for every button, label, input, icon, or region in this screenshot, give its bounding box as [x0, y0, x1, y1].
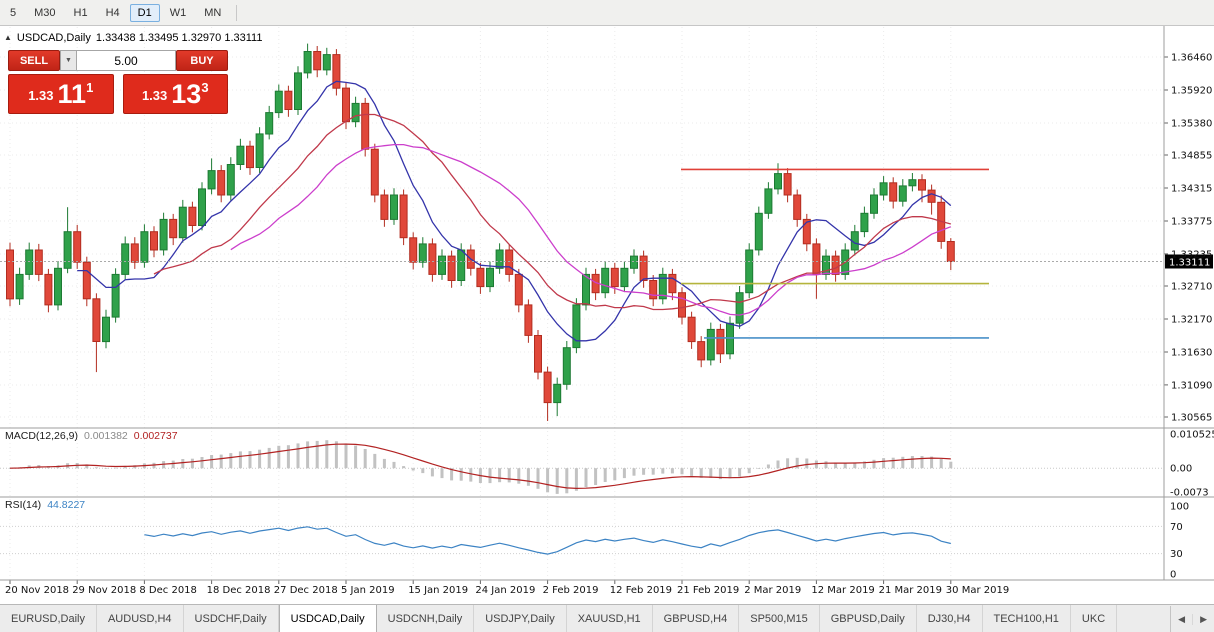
price-axis-label: 1.36460 [1171, 53, 1212, 64]
rsi-value: 44.8227 [47, 499, 86, 511]
sell-quote[interactable]: 1.33 11 1 [8, 74, 114, 114]
chevron-down-icon: ▼ [65, 57, 72, 64]
chart-tab-sp500-m15[interactable]: SP500,M15 [739, 605, 820, 632]
date-axis-label: 27 Dec 2018 [274, 585, 338, 596]
chart-tab-ukc[interactable]: UKC [1071, 605, 1118, 632]
date-axis-label: 29 Nov 2018 [72, 585, 136, 596]
timeframe-button-m30[interactable]: M30 [34, 6, 56, 19]
sell-button[interactable]: SELL [8, 50, 60, 71]
current-price-layer: 1.33111 [0, 254, 1213, 269]
price-axis-label: 1.30565 [1171, 413, 1212, 424]
date-axis-label: 2 Mar 2019 [744, 585, 801, 596]
buy-button[interactable]: BUY [176, 50, 228, 71]
timeframe-button-d1[interactable]: D1 [129, 3, 160, 22]
current-price-badge: 1.33111 [1169, 258, 1210, 269]
rsi-layer: 100 70 30 0 [0, 502, 1189, 581]
chart-tab-gbpusd-daily[interactable]: GBPUSD,Daily [820, 605, 917, 632]
date-axis-label: 12 Feb 2019 [610, 585, 672, 596]
oct-toggle-icon[interactable]: ▲ [4, 33, 12, 42]
rsi-name: RSI(14) [5, 499, 42, 511]
buy-quote-prefix: 1.33 [141, 88, 168, 103]
candles-layer [6, 43, 955, 421]
ohlc-values: 1.33438 1.33495 1.32970 1.33111 [95, 32, 263, 44]
date-axis: 20 Nov 2018 29 Nov 2018 8 Dec 2018 18 Dec 2… [5, 580, 1009, 596]
timeframe-button-h1[interactable]: H1 [73, 6, 88, 19]
date-axis-label: 24 Jan 2019 [475, 585, 535, 596]
chart-tab-usdchf-daily[interactable]: USDCHF,Daily [184, 605, 279, 632]
macd-name: MACD(12,26,9) [5, 430, 78, 442]
ma-slow-line [230, 143, 952, 316]
volume-dropdown-button[interactable]: ▼ [60, 50, 76, 71]
rsi-label: RSI(14) 44.8227 [5, 499, 85, 511]
chart-tab-eurusd-daily[interactable]: EURUSD,Daily [0, 605, 97, 632]
rsi-axis-label: 70 [1170, 522, 1183, 533]
price-axis: 1.36460 1.35920 1.35380 1.34855 1.34315 1.337… [1164, 53, 1212, 424]
timeframe-button-w1[interactable]: W1 [169, 6, 187, 19]
date-axis-label: 21 Mar 2019 [879, 585, 942, 596]
price-axis-label: 1.34315 [1171, 184, 1212, 195]
chart-tab-usdcad-daily[interactable]: USDCAD,Daily [278, 605, 377, 632]
ma-mid-line [153, 113, 951, 311]
date-axis-label: 15 Jan 2019 [408, 585, 468, 596]
ma-fast-line [77, 80, 952, 342]
price-axis-label: 1.31630 [1171, 348, 1212, 359]
tab-scroll-left-button[interactable]: ◀ [1178, 613, 1186, 624]
macd-main-value: 0.001382 [83, 430, 128, 442]
rsi-axis-label: 100 [1170, 502, 1189, 513]
macd-layer: 0.010525 0.00 -0.0073 [0, 430, 1214, 499]
chart-tab-usdjpy-daily[interactable]: USDJPY,Daily [474, 605, 567, 632]
rsi-axis-label: 30 [1170, 549, 1183, 560]
price-axis-label: 1.32170 [1171, 315, 1212, 326]
price-axis-label: 1.32710 [1171, 282, 1212, 293]
volume-input[interactable] [76, 50, 176, 71]
chart-symbol-label: ▲ USDCAD,Daily 1.33438 1.33495 1.32970 1… [4, 32, 262, 44]
sell-quote-pipette: 1 [86, 80, 94, 95]
chart-tab-xauusd-h1[interactable]: XAUUSD,H1 [567, 605, 653, 632]
tabs-container: EURUSD,Daily AUDUSD,H4 USDCHF,Daily USDCAD,… [0, 605, 1118, 632]
date-axis-label: 30 Mar 2019 [946, 585, 1009, 596]
date-axis-label: 21 Feb 2019 [677, 585, 739, 596]
toolbar-divider [236, 4, 238, 21]
chart-tab-usdcnh-daily[interactable]: USDCNH,Daily [377, 605, 475, 632]
chart-tab-dj30-h4[interactable]: DJ30,H4 [917, 605, 983, 632]
timeframe-toolbar: 5 M30 H1 H4 D1 W1 MN [0, 0, 1214, 26]
chart-tab-audusd-h4[interactable]: AUDUSD,H4 [97, 605, 184, 632]
price-axis-label: 1.35380 [1171, 119, 1212, 130]
rsi-axis-label: 0 [1170, 570, 1176, 581]
date-axis-label: 5 Jan 2019 [341, 585, 395, 596]
price-axis-label: 1.33775 [1171, 217, 1212, 228]
date-axis-label: 20 Nov 2018 [5, 585, 69, 596]
timeframe-button-h4[interactable]: H4 [105, 6, 120, 19]
buy-quote[interactable]: 1.33 13 3 [122, 74, 228, 114]
price-axis-label: 1.31090 [1171, 380, 1212, 391]
pane-separators [0, 26, 1214, 581]
macd-axis-label: 0.010525 [1170, 430, 1214, 441]
symbol-period-label: USDCAD,Daily [16, 32, 91, 44]
chart-tab-gbpusd-h4[interactable]: GBPUSD,H4 [653, 605, 740, 632]
timeframe-button-mn[interactable]: MN [204, 6, 222, 19]
macd-axis-label: 0.00 [1170, 464, 1192, 475]
chart-tabbar: EURUSD,Daily AUDUSD,H4 USDCHF,Daily USDCAD,… [0, 604, 1214, 632]
hline-objects-layer [681, 168, 989, 339]
sell-quote-prefix: 1.33 [28, 88, 54, 103]
tab-scroll-right-button[interactable]: ▶ [1192, 613, 1214, 625]
buy-quote-pips: 13 [171, 79, 202, 109]
macd-label: MACD(12,26,9) 0.001382 0.002737 [5, 430, 178, 442]
buy-quote-pipette: 3 [201, 80, 209, 95]
sell-quote-pips: 11 [57, 79, 87, 109]
price-axis-label: 1.34855 [1171, 151, 1212, 162]
macd-axis-label: -0.0073 [1170, 488, 1209, 499]
price-axis-label: 1.33235 [1171, 249, 1212, 260]
macd-signal-value: 0.002737 [133, 430, 178, 442]
date-axis-label: 12 Mar 2019 [811, 585, 874, 596]
price-axis-label: 1.35920 [1171, 86, 1212, 97]
chart-tab-tech100-h1[interactable]: TECH100,H1 [983, 605, 1071, 632]
date-axis-label: 18 Dec 2018 [207, 585, 271, 596]
timeframe-button-5[interactable]: 5 [10, 6, 17, 19]
date-axis-label: 8 Dec 2018 [139, 585, 197, 596]
tab-scroll-buttons: ◀ ▶ [1170, 606, 1214, 632]
date-axis-label: 2 Feb 2019 [543, 585, 599, 596]
